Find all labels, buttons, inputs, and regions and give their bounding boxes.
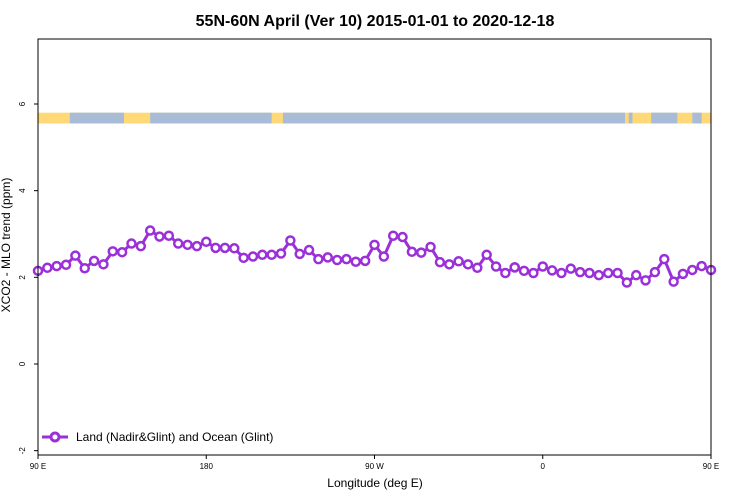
land-ocean-band (38, 112, 711, 124)
data-point (556, 267, 567, 279)
data-point (696, 260, 707, 272)
data-point (518, 265, 530, 277)
data-point (331, 254, 343, 266)
data-point (509, 262, 520, 273)
data-point (500, 267, 511, 279)
data-point (191, 240, 203, 252)
data-point (668, 276, 679, 287)
data-point (687, 264, 698, 276)
y-tick-label: 4 (18, 188, 27, 193)
data-point (247, 251, 259, 262)
data-point (322, 252, 334, 263)
ocean-segment (150, 112, 272, 124)
data-point (201, 236, 212, 248)
data-point (98, 259, 109, 270)
data-point (144, 225, 156, 236)
data-point (677, 268, 689, 280)
data-point (593, 269, 605, 281)
x-axis: 90 E 180 90 W 0 90 E (30, 455, 719, 471)
data-point (546, 265, 558, 276)
chart-title: 55N-60N April (Ver 10) 2015-01-01 to 202… (196, 13, 555, 30)
data-point (294, 248, 305, 260)
data-point (51, 260, 62, 272)
data-point (182, 239, 193, 251)
data-point (584, 267, 595, 279)
data-point (285, 235, 296, 246)
data-point (630, 269, 642, 281)
data-point (640, 275, 651, 286)
data-point (257, 249, 268, 261)
data-point (350, 256, 362, 267)
ocean-segment (282, 112, 626, 124)
data-point (406, 246, 418, 258)
data-point (79, 262, 90, 274)
data-point (42, 262, 53, 274)
data-point (528, 267, 539, 279)
x-tick-label: 90 E (30, 462, 46, 471)
data-point (612, 267, 623, 279)
data-point (415, 247, 427, 258)
data-point (60, 259, 72, 271)
data-point (219, 242, 231, 254)
data-point (387, 230, 399, 241)
data-point (537, 261, 548, 272)
data-point (490, 261, 502, 272)
y-axis: -2 0 2 4 6 (18, 101, 38, 454)
data-point (303, 244, 315, 256)
data-point (434, 256, 446, 268)
y-tick-label: 0 (18, 361, 27, 366)
data-point (266, 249, 277, 261)
data-point (116, 246, 128, 258)
data-point (154, 231, 165, 242)
data-point (602, 267, 614, 279)
y-tick-label: 6 (18, 101, 27, 106)
data-point (425, 241, 436, 253)
data-point (313, 253, 324, 265)
ocean-segment (628, 112, 633, 124)
data-point (359, 255, 371, 267)
legend-label: Land (Nadir&Glint) and Ocean (Glint) (76, 430, 273, 444)
data-point (453, 256, 464, 267)
y-tick-label: -2 (18, 447, 27, 455)
data-point (210, 242, 221, 254)
y-axis-label: XCO2 - MLO trend (ppm) (0, 178, 13, 313)
y-tick-label: 2 (18, 275, 27, 280)
data-point (126, 238, 137, 249)
data-point (70, 250, 81, 261)
data-point (341, 253, 352, 265)
ocean-segment (651, 112, 678, 124)
x-tick-label: 0 (541, 462, 546, 471)
data-point (649, 266, 661, 278)
data-point (462, 259, 474, 270)
legend: Land (Nadir&Glint) and Ocean (Glint) (42, 430, 273, 444)
data-point (107, 246, 119, 257)
data-point (378, 251, 390, 262)
data-point (472, 262, 483, 274)
data-point (397, 231, 408, 243)
x-axis-label: Longitude (deg E) (327, 476, 422, 490)
data-point (659, 253, 670, 265)
x-tick-label: 180 (200, 462, 214, 471)
data-point (275, 248, 287, 259)
data-point (238, 252, 249, 264)
data-point (163, 230, 175, 241)
data-point (369, 239, 380, 251)
data-point (444, 259, 455, 270)
data-point (574, 266, 586, 278)
data-point (621, 277, 633, 288)
x-tick-label: 90 W (365, 462, 384, 471)
series-layer (32, 225, 717, 288)
data-point (481, 249, 492, 261)
data-point (88, 255, 100, 267)
x-tick-label: 90 E (703, 462, 719, 471)
data-point (135, 240, 147, 252)
data-point (565, 263, 577, 274)
ocean-segment (69, 112, 124, 124)
ocean-segment (692, 112, 702, 124)
data-point (172, 238, 184, 249)
data-point (229, 243, 240, 254)
legend-marker (49, 431, 61, 443)
